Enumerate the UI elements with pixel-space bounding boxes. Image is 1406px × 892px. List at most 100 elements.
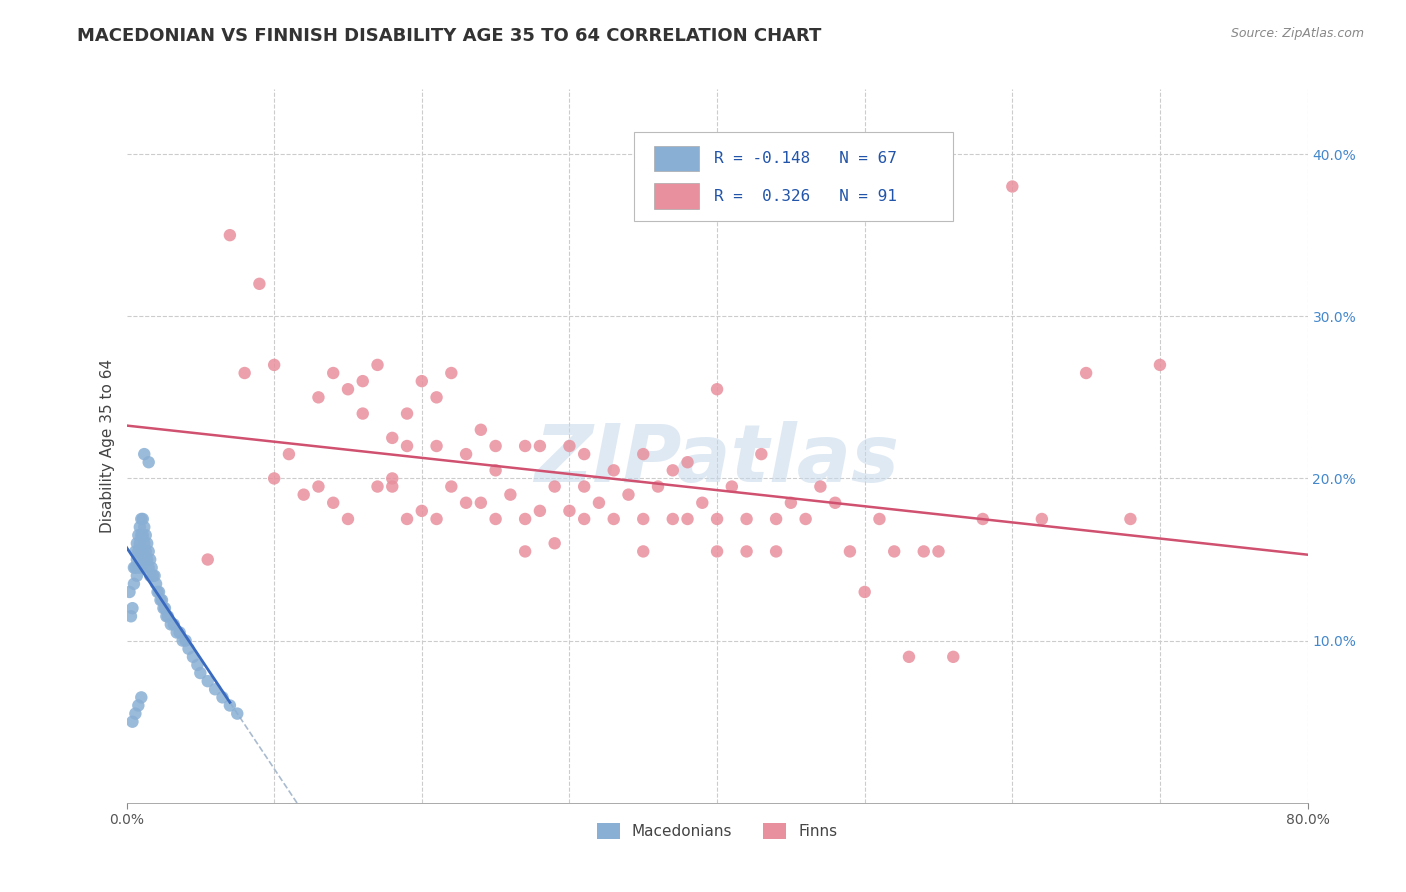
Point: [810, 479, 832, 493]
Point: [706, 382, 728, 396]
Point: [135, 544, 157, 558]
Point: [138, 560, 160, 574]
Point: [633, 447, 655, 461]
Legend: Macedonians, Finns: Macedonians, Finns: [591, 817, 844, 845]
Point: [676, 512, 699, 526]
Point: [484, 439, 508, 453]
Point: [470, 496, 492, 510]
Point: [706, 512, 728, 526]
Point: [124, 544, 146, 558]
Point: [529, 504, 551, 518]
Point: [132, 544, 155, 558]
Point: [574, 512, 596, 526]
Point: [139, 568, 162, 582]
Point: [558, 504, 581, 518]
Point: [146, 585, 169, 599]
Point: [735, 544, 758, 558]
Text: MACEDONIAN VS FINNISH DISABILITY AGE 35 TO 64 CORRELATION CHART: MACEDONIAN VS FINNISH DISABILITY AGE 35 …: [77, 27, 821, 45]
Point: [558, 439, 581, 453]
Point: [617, 488, 640, 502]
Point: [367, 479, 389, 493]
Point: [912, 544, 935, 558]
Point: [249, 277, 271, 291]
Point: [543, 479, 565, 493]
Point: [883, 544, 905, 558]
Point: [780, 496, 803, 510]
Point: [197, 674, 219, 689]
Point: [135, 528, 157, 542]
Point: [337, 382, 360, 396]
Point: [118, 585, 141, 599]
Point: [647, 479, 669, 493]
Point: [720, 479, 742, 493]
Point: [838, 544, 860, 558]
Point: [186, 657, 208, 672]
Point: [138, 455, 160, 469]
Point: [633, 544, 655, 558]
Point: [136, 536, 159, 550]
Text: R =  0.326   N = 91: R = 0.326 N = 91: [713, 189, 897, 203]
Point: [396, 407, 419, 421]
Point: [149, 593, 172, 607]
Point: [132, 528, 155, 542]
Point: [574, 479, 596, 493]
Point: [139, 552, 162, 566]
Point: [204, 682, 226, 697]
FancyBboxPatch shape: [654, 145, 699, 171]
Point: [197, 552, 219, 566]
Point: [219, 698, 242, 713]
Point: [322, 496, 344, 510]
Y-axis label: Disability Age 35 to 64: Disability Age 35 to 64: [100, 359, 115, 533]
Point: [381, 431, 404, 445]
Point: [411, 504, 433, 518]
Point: [308, 479, 330, 493]
Point: [124, 560, 146, 574]
Point: [121, 601, 143, 615]
Point: [898, 649, 921, 664]
Point: [127, 528, 149, 542]
Point: [134, 552, 156, 566]
Point: [152, 601, 174, 615]
Point: [411, 374, 433, 388]
Point: [129, 690, 153, 705]
Point: [263, 358, 285, 372]
Point: [120, 609, 142, 624]
Point: [1031, 512, 1053, 526]
Point: [127, 698, 149, 713]
Point: [751, 447, 773, 461]
Point: [263, 471, 285, 485]
Point: [226, 706, 249, 721]
Point: [499, 488, 522, 502]
Point: [134, 520, 156, 534]
Point: [1119, 512, 1142, 526]
Point: [706, 544, 728, 558]
Point: [181, 649, 204, 664]
Point: [352, 374, 374, 388]
Point: [588, 496, 610, 510]
Point: [484, 512, 508, 526]
Point: [603, 512, 626, 526]
Point: [529, 439, 551, 453]
Point: [869, 512, 891, 526]
Point: [121, 714, 143, 729]
Point: [172, 633, 194, 648]
Text: ZIPatlas: ZIPatlas: [534, 421, 900, 500]
Point: [574, 447, 596, 461]
Point: [381, 479, 404, 493]
Point: [470, 423, 492, 437]
Point: [1149, 358, 1171, 372]
Point: [148, 585, 170, 599]
Point: [396, 512, 419, 526]
Point: [692, 496, 714, 510]
Text: R = -0.148   N = 67: R = -0.148 N = 67: [713, 151, 897, 166]
Point: [163, 617, 186, 632]
Point: [132, 512, 155, 526]
Point: [308, 390, 330, 404]
Point: [367, 358, 389, 372]
Point: [141, 560, 163, 574]
Point: [129, 528, 153, 542]
Point: [853, 585, 876, 599]
Point: [543, 536, 565, 550]
Point: [134, 536, 156, 550]
Point: [125, 552, 148, 566]
